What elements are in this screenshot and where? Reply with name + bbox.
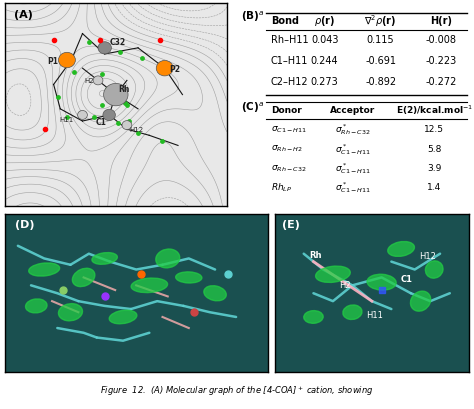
Point <box>121 100 128 107</box>
Point <box>54 94 62 101</box>
Text: C1–H11: C1–H11 <box>271 56 309 66</box>
Text: $\sigma^*_{C1-H11}$: $\sigma^*_{C1-H11}$ <box>335 141 371 156</box>
Ellipse shape <box>131 279 168 293</box>
Ellipse shape <box>92 253 118 265</box>
Text: E(2)/kcal.mol$^{-1}$: E(2)/kcal.mol$^{-1}$ <box>396 103 473 117</box>
Text: H12: H12 <box>419 252 436 261</box>
Circle shape <box>98 43 111 55</box>
Point <box>123 102 131 109</box>
Text: Donor: Donor <box>271 106 302 115</box>
Ellipse shape <box>316 266 350 283</box>
Point <box>134 130 142 137</box>
Point <box>139 56 146 62</box>
Text: P1: P1 <box>47 56 58 65</box>
Text: $\sigma^*_{Rh-C32}$: $\sigma^*_{Rh-C32}$ <box>335 122 371 137</box>
Ellipse shape <box>109 310 137 324</box>
Circle shape <box>58 53 75 69</box>
Text: C1: C1 <box>96 118 107 127</box>
Text: 5.8: 5.8 <box>427 144 441 153</box>
Text: $\sigma_{Rh-C32}$: $\sigma_{Rh-C32}$ <box>271 163 307 173</box>
Text: C1: C1 <box>401 274 413 283</box>
Text: H11: H11 <box>59 117 73 123</box>
Ellipse shape <box>388 242 414 257</box>
Text: $\mathbf{(B)}^a$: $\mathbf{(B)}^a$ <box>241 9 264 24</box>
Text: H2: H2 <box>84 78 93 84</box>
Text: $\sigma^*_{C1-H11}$: $\sigma^*_{C1-H11}$ <box>335 180 371 195</box>
Text: -0.008: -0.008 <box>426 35 457 45</box>
Text: Figure  12.  (A) Molecular graph of the [4-COA]$^+$ cation, showing: Figure 12. (A) Molecular graph of the [4… <box>100 383 374 397</box>
Text: H12: H12 <box>129 127 143 133</box>
Text: C2–H12: C2–H12 <box>271 77 309 87</box>
Point <box>63 115 71 121</box>
Text: H11: H11 <box>366 310 383 319</box>
Text: 3.9: 3.9 <box>427 164 441 173</box>
Ellipse shape <box>58 304 82 321</box>
Ellipse shape <box>343 305 362 320</box>
Circle shape <box>93 77 103 85</box>
Text: 0.244: 0.244 <box>311 56 338 66</box>
Ellipse shape <box>204 286 226 301</box>
Ellipse shape <box>304 311 323 324</box>
Text: Rh–H11: Rh–H11 <box>271 35 309 45</box>
Circle shape <box>122 121 132 130</box>
Point <box>85 39 93 46</box>
Text: $\mathbf{(C)}^a$: $\mathbf{(C)}^a$ <box>241 101 264 115</box>
Text: H(r): H(r) <box>430 16 452 26</box>
Text: -0.892: -0.892 <box>365 77 396 87</box>
Text: (A): (A) <box>14 10 33 20</box>
Ellipse shape <box>156 249 180 268</box>
Text: 1.4: 1.4 <box>427 183 441 192</box>
Text: -0.223: -0.223 <box>426 56 457 66</box>
Text: (D): (D) <box>15 219 35 229</box>
Ellipse shape <box>425 261 443 279</box>
Text: $\sigma_{Rh-H2}$: $\sigma_{Rh-H2}$ <box>271 144 303 154</box>
Ellipse shape <box>73 269 95 287</box>
Text: 0.115: 0.115 <box>367 35 394 45</box>
Point <box>90 115 97 121</box>
Point <box>99 72 106 79</box>
Text: C32: C32 <box>109 38 125 47</box>
Text: P2: P2 <box>169 65 180 74</box>
Circle shape <box>156 61 173 77</box>
Point <box>125 119 133 125</box>
Text: H2: H2 <box>339 280 350 289</box>
Text: -0.272: -0.272 <box>426 77 457 87</box>
Text: Rh: Rh <box>310 250 322 259</box>
Text: 12.5: 12.5 <box>424 125 444 134</box>
Point <box>159 139 166 145</box>
Text: Bond: Bond <box>271 16 299 26</box>
Text: $\rho$(r): $\rho$(r) <box>314 14 335 28</box>
Point <box>103 86 111 92</box>
Text: 0.273: 0.273 <box>311 77 338 87</box>
Text: $\sigma_{C1-H11}$: $\sigma_{C1-H11}$ <box>271 124 307 135</box>
Text: $\nabla^2\rho$(r): $\nabla^2\rho$(r) <box>365 13 397 29</box>
Ellipse shape <box>367 274 396 290</box>
Text: $\sigma^*_{C1-H11}$: $\sigma^*_{C1-H11}$ <box>335 161 371 175</box>
Text: 0.043: 0.043 <box>311 35 338 45</box>
Text: Rh: Rh <box>118 84 129 93</box>
Text: Acceptor: Acceptor <box>330 106 375 115</box>
Circle shape <box>104 84 128 106</box>
Text: $Rh_{LP}$: $Rh_{LP}$ <box>271 181 292 193</box>
Point <box>117 49 124 56</box>
Point <box>70 70 77 76</box>
Circle shape <box>103 110 115 121</box>
Circle shape <box>78 111 87 120</box>
Ellipse shape <box>176 272 202 283</box>
Ellipse shape <box>29 263 60 276</box>
Text: -0.691: -0.691 <box>365 56 396 66</box>
Ellipse shape <box>410 291 431 311</box>
Point <box>114 121 122 127</box>
Point <box>99 102 106 109</box>
Text: (E): (E) <box>283 219 300 229</box>
Ellipse shape <box>26 299 47 313</box>
